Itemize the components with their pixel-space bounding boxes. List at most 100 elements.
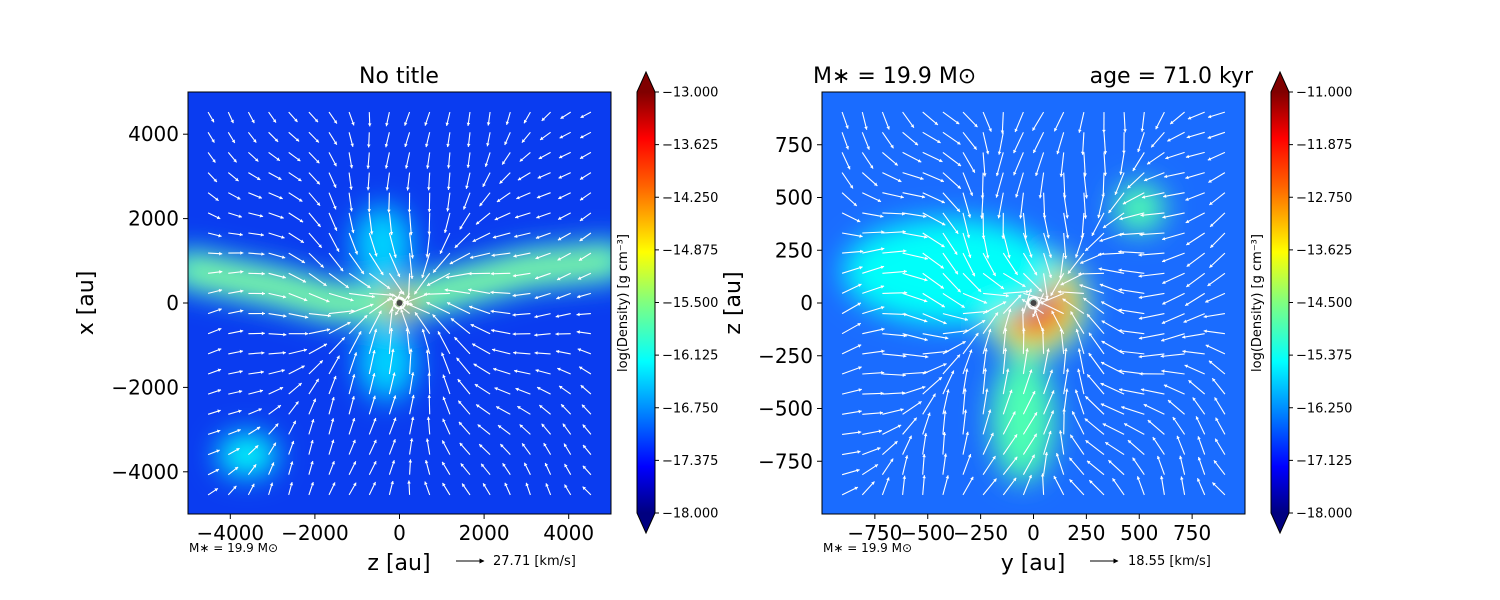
velocity-arrow-head [271, 462, 275, 466]
panel-1-velocity-arrows [207, 111, 592, 496]
colorbar-tick-label: −12.750 [1296, 191, 1352, 206]
velocity-arrow-head [498, 425, 502, 429]
velocity-arrow-head [446, 143, 450, 148]
colorbar-tick-label: −14.500 [1296, 296, 1352, 311]
velocity-arrow-head [259, 389, 263, 393]
velocity-arrow-head [1108, 209, 1112, 214]
velocity-arrow [328, 355, 340, 375]
velocity-arrow-head [881, 349, 885, 354]
velocity-arrow-head [282, 351, 286, 355]
velocity-arrow-head [333, 205, 337, 210]
velocity-arrow [1197, 456, 1206, 475]
velocity-arrow [841, 172, 854, 189]
velocity-arrow [1043, 430, 1052, 455]
velocity-arrow [1043, 369, 1053, 395]
velocity-arrow-head [1009, 389, 1013, 394]
velocity-arrow [982, 432, 994, 455]
velocity-arrow [1088, 332, 1105, 355]
velocity-arrow-head [1065, 368, 1070, 372]
velocity-arrow-head [923, 319, 928, 323]
velocity-arrow-head [315, 378, 319, 383]
velocity-arrow-head [256, 176, 261, 180]
velocity-arrow-head [971, 169, 975, 173]
velocity-arrow-head [372, 395, 376, 400]
velocity-arrow-head [1144, 178, 1148, 182]
velocity-arrow-head [393, 417, 397, 422]
velocity-arrow-head [240, 309, 244, 313]
velocity-arrow [962, 272, 982, 293]
velocity-arrow [439, 232, 451, 255]
velocity-arrow-head [1051, 310, 1055, 315]
velocity-arrow-head [1102, 423, 1107, 427]
velocity-arrow [1043, 390, 1055, 415]
velocity-arrow [962, 252, 976, 277]
velocity-arrow-head [425, 254, 429, 258]
velocity-arrow [428, 372, 431, 395]
velocity-arrow-head [1156, 455, 1161, 460]
velocity-arrow [1195, 416, 1206, 435]
panel-2-colorbar: −11.000 −11.875 −12.750 −13.625 −14.500 −15.3… [1250, 70, 1352, 535]
velocity-arrow-head [468, 288, 472, 292]
velocity-arrow-head [1065, 235, 1070, 239]
velocity-arrow [1172, 416, 1186, 435]
velocity-arrow-head [281, 235, 285, 239]
velocity-arrow-head [218, 233, 222, 238]
velocity-arrow-head [408, 459, 413, 463]
velocity-arrow [841, 388, 862, 395]
velocity-arrow-head [897, 424, 902, 428]
velocity-arrow [475, 212, 491, 225]
velocity-arrow-head [857, 302, 861, 306]
velocity-arrow [409, 394, 415, 415]
velocity-arrow [981, 192, 984, 219]
velocity-arrow-head [233, 485, 237, 490]
velocity-arrow-head [900, 408, 904, 412]
velocity-arrow-head [1127, 184, 1131, 189]
panel-1-ylabel: x [au] [74, 271, 99, 336]
velocity-arrow-head [502, 161, 506, 165]
velocity-arrow-head [577, 276, 582, 280]
velocity-arrow [982, 478, 997, 496]
velocity-arrow-head [262, 311, 265, 316]
velocity-arrow-head [1091, 232, 1095, 236]
velocity-arrow-head [303, 348, 307, 352]
velocity-arrow-head [218, 308, 222, 312]
velocity-arrow-head [492, 348, 496, 352]
velocity-arrow-head [305, 331, 309, 336]
velocity-arrow [942, 111, 960, 125]
velocity-arrow [1070, 311, 1085, 334]
velocity-arrow-head [253, 139, 257, 143]
velocity-arrow-head [982, 173, 987, 177]
velocity-arrow-head [577, 294, 581, 299]
velocity-arrow-head [462, 483, 466, 487]
velocity-arrow [368, 297, 391, 315]
velocity-arrow-head [1045, 295, 1049, 299]
velocity-arrow-head [579, 366, 583, 370]
velocity-arrow [308, 252, 325, 268]
velocity-arrow [409, 372, 414, 395]
velocity-arrow-head [925, 354, 929, 359]
velocity-arrow-head [427, 187, 431, 191]
velocity-arrow-head [389, 231, 394, 236]
velocity-arrow [470, 323, 491, 335]
velocity-arrow-head [390, 307, 394, 311]
velocity-arrow-head [233, 158, 237, 163]
velocity-arrow-head [378, 310, 382, 315]
velocity-arrow [1162, 292, 1185, 305]
velocity-arrow-head [1002, 301, 1007, 305]
velocity-arrow [472, 232, 491, 243]
velocity-arrow [1022, 454, 1036, 475]
velocity-arrow-head [576, 330, 580, 334]
velocity-arrow [1102, 212, 1125, 229]
velocity-arrow-head [535, 369, 539, 373]
panel-1-colorbar-extend-bottom [637, 513, 655, 533]
velocity-arrow [862, 265, 885, 274]
velocity-arrow [1091, 212, 1105, 237]
velocity-arrow [982, 252, 997, 277]
velocity-arrow-head [561, 404, 565, 408]
velocity-arrow [369, 292, 396, 296]
velocity-arrow [942, 410, 946, 435]
velocity-arrow-head [474, 384, 479, 388]
panel-2-x-ticks: −750−500−250 0 250 500 750 [847, 514, 1211, 545]
velocity-arrow-head [298, 383, 302, 387]
velocity-arrow-head [283, 314, 287, 318]
